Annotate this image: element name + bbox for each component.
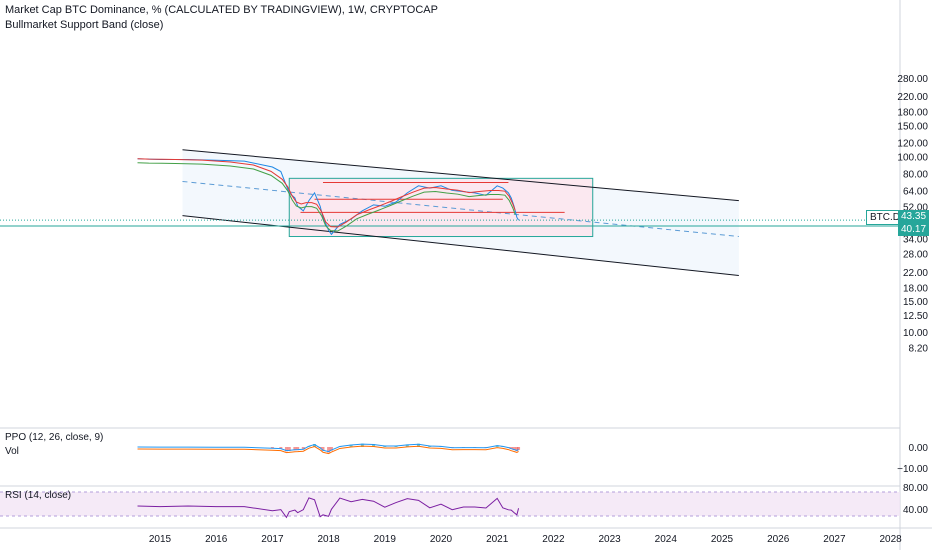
- x-tick-label: 2020: [430, 534, 453, 545]
- range-box: [289, 178, 592, 236]
- y-tick-label: 64.00: [903, 186, 928, 197]
- line-value-badge: 40.17: [898, 223, 929, 236]
- y-tick-label: 28.00: [903, 250, 928, 261]
- x-tick-label: 2017: [261, 534, 284, 545]
- rsi-tick-label: 80.00: [903, 483, 928, 494]
- x-tick-label: 2025: [711, 534, 734, 545]
- y-tick-label: 15.00: [903, 297, 928, 308]
- x-tick-label: 2027: [823, 534, 846, 545]
- chart-title: Market Cap BTC Dominance, % (CALCULATED …: [5, 4, 438, 16]
- indicator-label: Bullmarket Support Band (close): [5, 19, 163, 31]
- x-tick-label: 2019: [374, 534, 397, 545]
- rsi-tick-label: 40.00: [903, 505, 928, 516]
- x-tick-label: 2015: [149, 534, 172, 545]
- y-tick-label: 10.00: [903, 328, 928, 339]
- x-tick-label: 2016: [205, 534, 228, 545]
- y-tick-label: 180.00: [897, 107, 928, 118]
- x-tick-label: 2022: [542, 534, 565, 545]
- rsi-band: [0, 492, 900, 516]
- x-tick-label: 2024: [655, 534, 678, 545]
- y-tick-label: 8.20: [909, 343, 929, 354]
- y-tick-label: 80.00: [903, 169, 928, 180]
- symbol-value-badge: 43.35: [898, 210, 929, 223]
- x-tick-label: 2023: [598, 534, 621, 545]
- x-tick-label: 2026: [767, 534, 790, 545]
- y-tick-label: 18.00: [903, 283, 928, 294]
- ppo-tick-label: 0.00: [909, 443, 929, 454]
- y-tick-label: 150.00: [897, 121, 928, 132]
- y-tick-label: 34.00: [903, 235, 928, 246]
- y-tick-label: 220.00: [897, 92, 928, 103]
- ppo-label: PPO (12, 26, close, 9): [5, 432, 103, 443]
- x-tick-label: 2021: [486, 534, 509, 545]
- y-tick-label: 22.00: [903, 268, 928, 279]
- y-tick-label: 280.00: [897, 74, 928, 85]
- x-tick-label: 2018: [317, 534, 340, 545]
- x-tick-label: 2028: [879, 534, 902, 545]
- rsi-label: RSI (14, close): [5, 490, 71, 501]
- vol-label: Vol: [5, 446, 19, 457]
- y-tick-label: 100.00: [897, 152, 928, 163]
- y-tick-label: 12.50: [903, 311, 928, 322]
- y-tick-label: 120.00: [897, 138, 928, 149]
- ppo-tick-label: −10.00: [897, 464, 928, 475]
